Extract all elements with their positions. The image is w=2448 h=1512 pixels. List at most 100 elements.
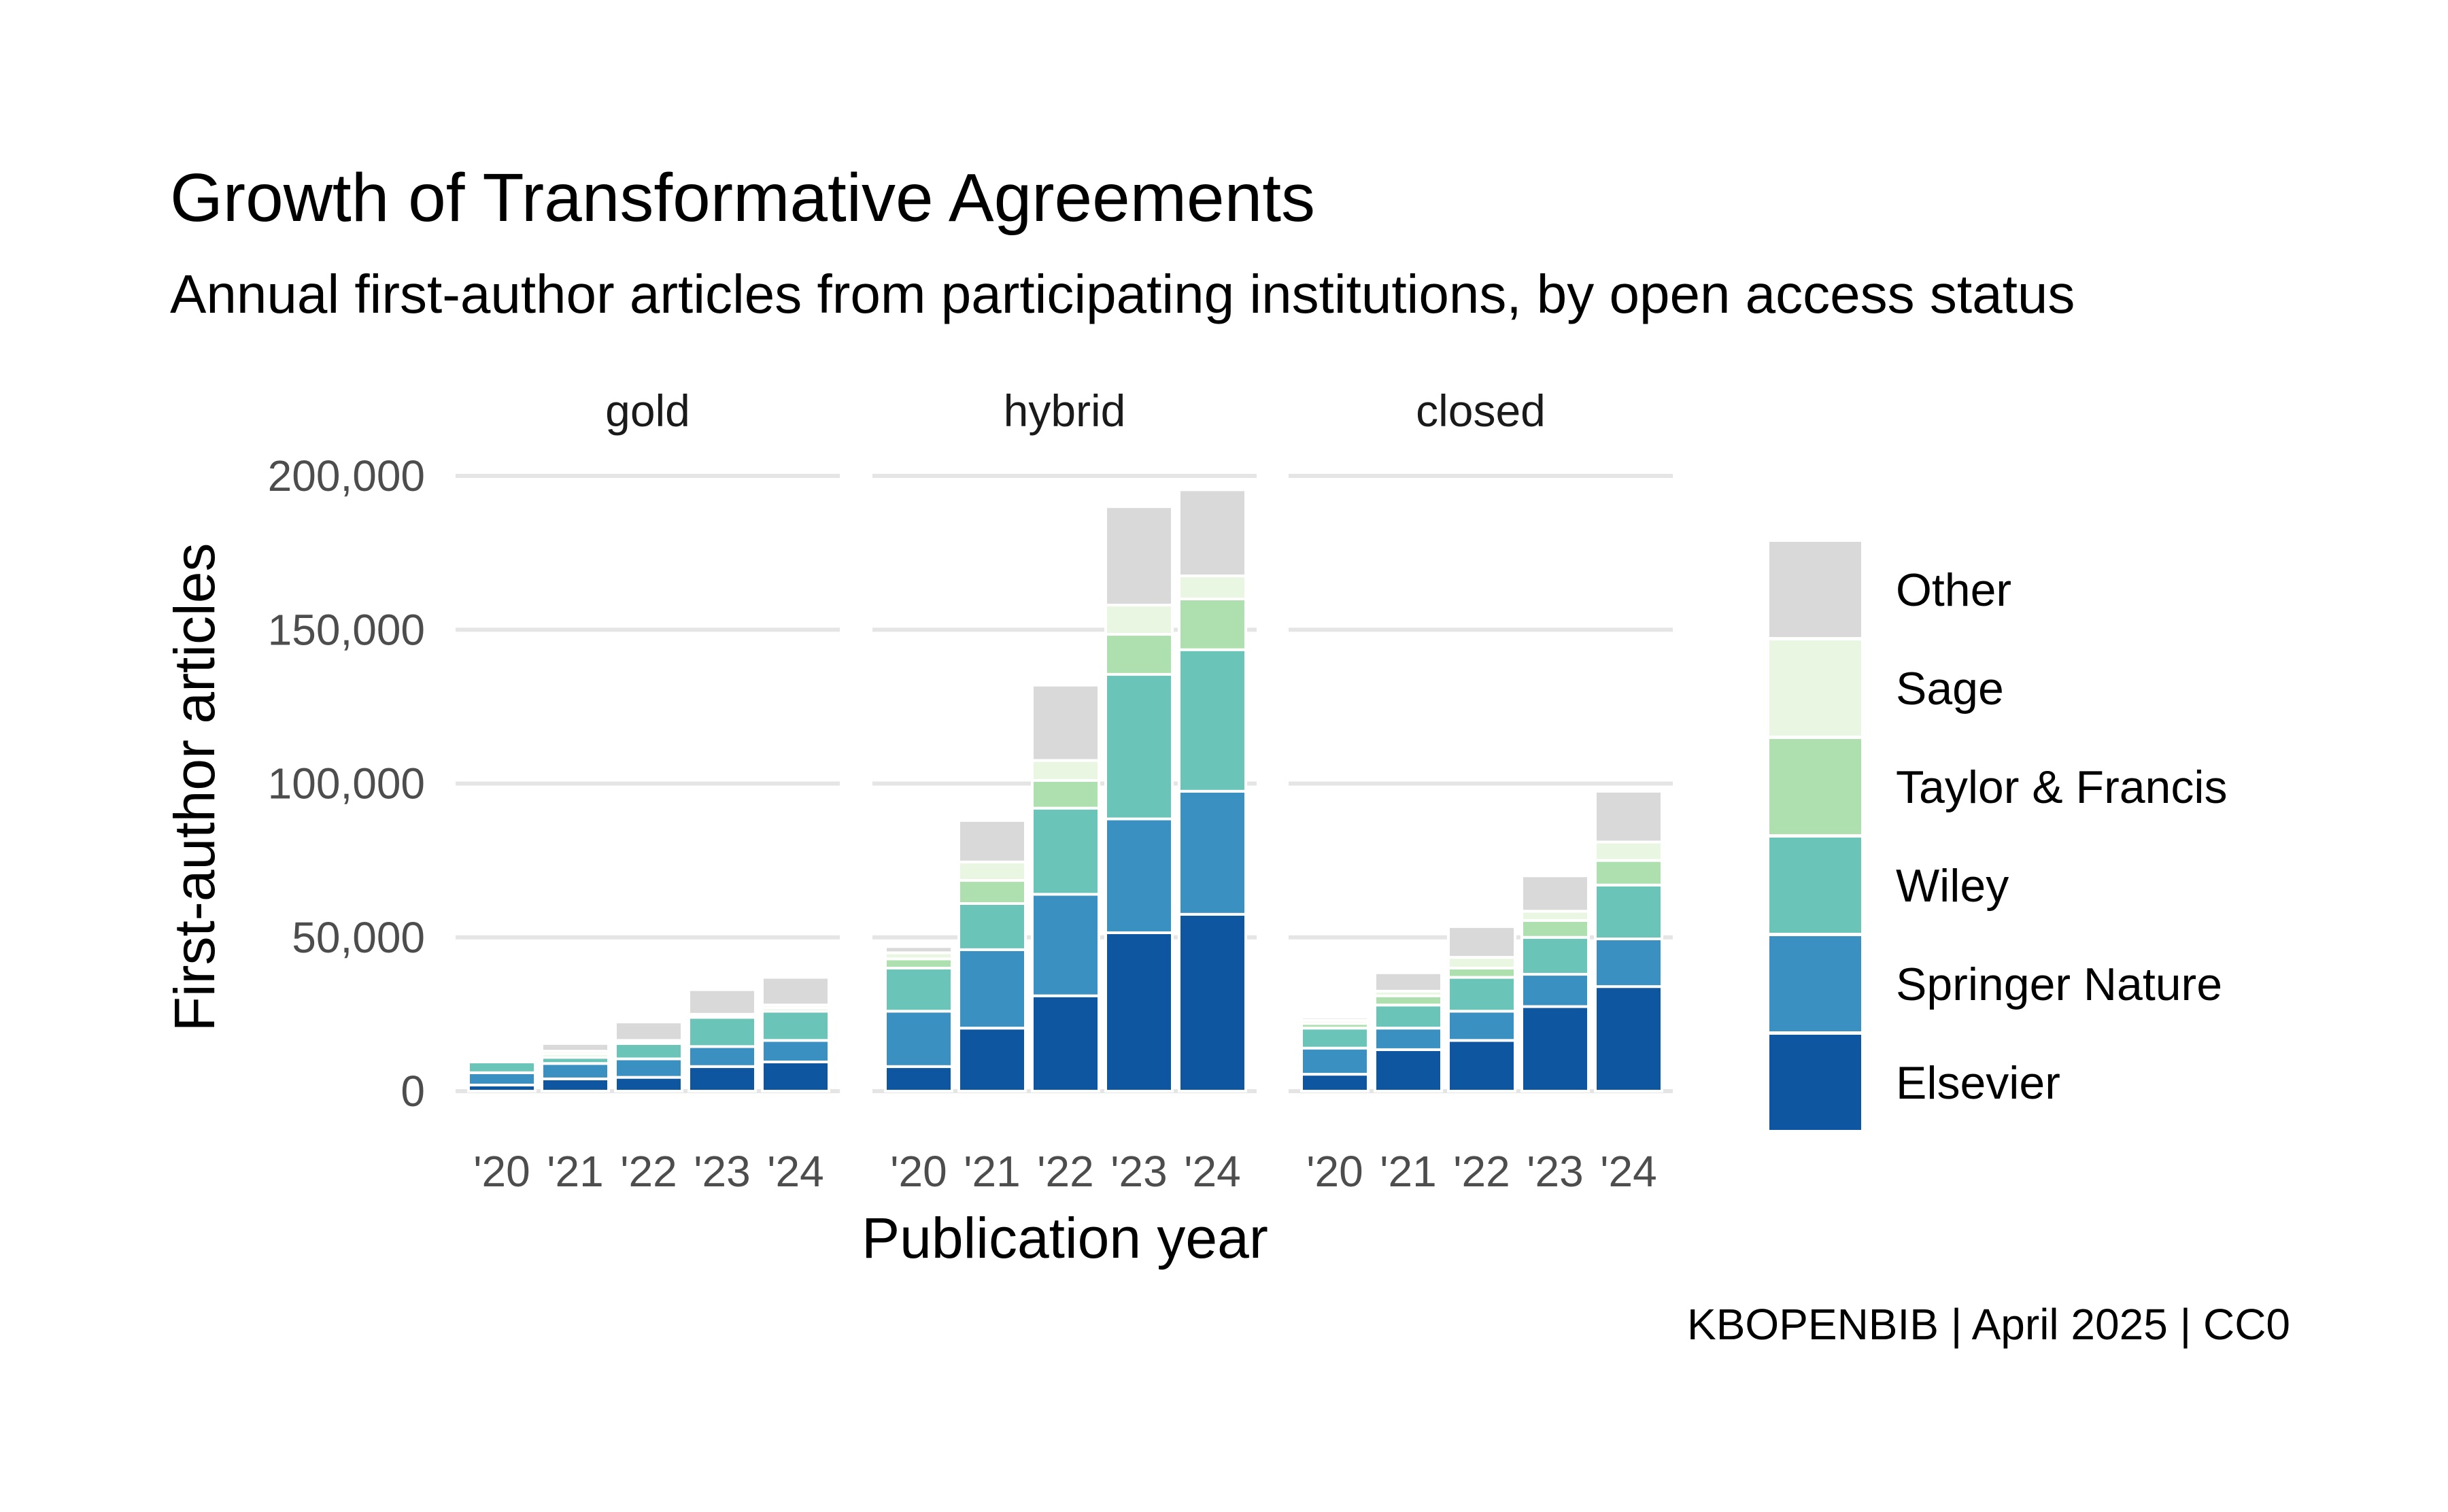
bar-segment bbox=[884, 1065, 953, 1093]
legend-item: Other bbox=[1769, 542, 2011, 637]
bar-segment bbox=[1374, 1027, 1443, 1051]
legend-label: Elsevier bbox=[1896, 1057, 2060, 1109]
bar-segment bbox=[1594, 859, 1663, 887]
x-tick-label: '21 bbox=[547, 1147, 603, 1196]
bar-segment bbox=[1594, 789, 1663, 844]
legend-key bbox=[1769, 542, 1861, 637]
bar-segment bbox=[1104, 604, 1174, 636]
bar-segment bbox=[1520, 874, 1590, 913]
bar-segment bbox=[957, 948, 1027, 1030]
bar-segment bbox=[1300, 1016, 1370, 1022]
bar-segment bbox=[957, 1027, 1027, 1093]
x-tick-label: '24 bbox=[767, 1147, 823, 1196]
bar-segment bbox=[614, 1057, 683, 1079]
bar-segment bbox=[1374, 994, 1443, 1007]
x-tick-label: '20 bbox=[1306, 1147, 1363, 1196]
bar-segment bbox=[1178, 488, 1247, 578]
x-tick-label: '20 bbox=[473, 1147, 530, 1196]
chart-caption: KBOPENBIB | April 2025 | CC0 bbox=[1687, 1300, 2290, 1349]
bar-segment bbox=[1178, 598, 1247, 651]
x-tick-label: '23 bbox=[694, 1147, 750, 1196]
x-tick-label: '23 bbox=[1110, 1147, 1167, 1196]
x-tick-label: '20 bbox=[890, 1147, 947, 1196]
legend: Other Sage Taylor & Francis Wiley Springer N… bbox=[1769, 542, 2227, 1130]
bar-segment bbox=[1594, 985, 1663, 1093]
bar-segment bbox=[1447, 1010, 1516, 1042]
facet-label: hybrid bbox=[1004, 385, 1126, 436]
bar-segment bbox=[957, 879, 1027, 905]
bar-segment bbox=[1178, 789, 1247, 916]
bar-segment bbox=[884, 945, 953, 955]
bar-segment bbox=[1594, 883, 1663, 941]
bar-segment bbox=[1594, 840, 1663, 862]
legend-key bbox=[1769, 640, 1861, 736]
bar-segment bbox=[1178, 574, 1247, 600]
legend-key bbox=[1769, 936, 1861, 1031]
legend-key bbox=[1769, 1035, 1861, 1130]
bar-segment bbox=[1104, 817, 1174, 934]
chart-title: Growth of Transformative Agreements bbox=[170, 160, 1315, 236]
bar-segment bbox=[1104, 505, 1174, 607]
bar-segment bbox=[1104, 931, 1174, 1093]
bar-segment bbox=[1447, 976, 1516, 1013]
bar-segment bbox=[884, 967, 953, 1013]
bar-segment bbox=[541, 1042, 610, 1053]
facet-hybrid: hybrid '20 '21 '22 '23 '24 bbox=[872, 385, 1257, 1196]
bar-segment bbox=[957, 860, 1027, 882]
legend-label: Wiley bbox=[1896, 860, 2009, 912]
x-axis-label: Publication year bbox=[862, 1206, 1268, 1270]
bar-segment bbox=[614, 1042, 683, 1061]
x-tick-label: '23 bbox=[1527, 1147, 1583, 1196]
y-tick-label: 100,000 bbox=[268, 759, 425, 808]
bar-segment bbox=[1300, 1073, 1370, 1093]
legend-label: Springer Nature bbox=[1896, 959, 2222, 1010]
y-tick-label: 50,000 bbox=[292, 913, 425, 962]
chart-subtitle: Annual first-author articles from partic… bbox=[170, 264, 2075, 324]
y-axis-label: First-author articles bbox=[163, 543, 226, 1032]
bar-segment bbox=[1374, 971, 1443, 993]
bar-segment bbox=[614, 1020, 683, 1042]
facet-gold: gold '20 '21 '22 '23 '24 bbox=[456, 385, 840, 1196]
legend-item: Taylor & Francis bbox=[1769, 739, 2227, 834]
x-tick-label: '21 bbox=[964, 1147, 1020, 1196]
legend-key bbox=[1769, 838, 1861, 933]
bar-segment bbox=[1374, 1048, 1443, 1093]
bar-segment bbox=[687, 1016, 757, 1048]
y-tick-label: 150,000 bbox=[268, 605, 425, 654]
bar-segment bbox=[614, 1076, 683, 1093]
bar-segment bbox=[1031, 994, 1100, 1093]
bar-segment bbox=[1104, 633, 1174, 676]
x-tick-label: '24 bbox=[1184, 1147, 1240, 1196]
bar-segment bbox=[1031, 683, 1100, 762]
bar-segment bbox=[1031, 759, 1100, 782]
bar-segment bbox=[761, 976, 830, 1007]
bar-segment bbox=[687, 1045, 757, 1068]
facet-panels: gold '20 '21 '22 '23 '24 hybrid '20 '21 '22 '23 '24… bbox=[456, 385, 1673, 1196]
y-axis-ticks: 0 50,000 100,000 150,000 200,000 bbox=[268, 451, 425, 1116]
x-tick-label: '22 bbox=[620, 1147, 677, 1196]
bar-segment bbox=[1300, 1046, 1370, 1076]
facet-label: closed bbox=[1416, 385, 1546, 436]
bar-segment bbox=[1447, 967, 1516, 979]
x-tick-label: '21 bbox=[1380, 1147, 1436, 1196]
legend-item: Elsevier bbox=[1769, 1035, 2060, 1130]
bar-segment bbox=[957, 901, 1027, 951]
bar-segment bbox=[761, 1010, 830, 1042]
bar-segment bbox=[1300, 1027, 1370, 1050]
bar-segment bbox=[1520, 935, 1590, 976]
bar-segment bbox=[541, 1077, 610, 1093]
y-tick-label: 200,000 bbox=[268, 451, 425, 500]
bar-segment bbox=[957, 819, 1027, 863]
legend-item: Sage bbox=[1769, 640, 2004, 736]
bar-segment bbox=[1520, 973, 1590, 1008]
x-tick-label: '22 bbox=[1453, 1147, 1510, 1196]
facet-closed: closed '20 '21 '22 '23 '24 bbox=[1289, 385, 1673, 1196]
y-tick-label: 0 bbox=[401, 1067, 425, 1116]
bar-segment bbox=[1178, 648, 1247, 793]
bar-segment bbox=[687, 1065, 757, 1093]
legend-item: Wiley bbox=[1769, 838, 2009, 933]
bar-segment bbox=[1031, 893, 1100, 997]
bar-segment bbox=[1104, 672, 1174, 821]
bar-segment bbox=[1520, 1005, 1590, 1093]
